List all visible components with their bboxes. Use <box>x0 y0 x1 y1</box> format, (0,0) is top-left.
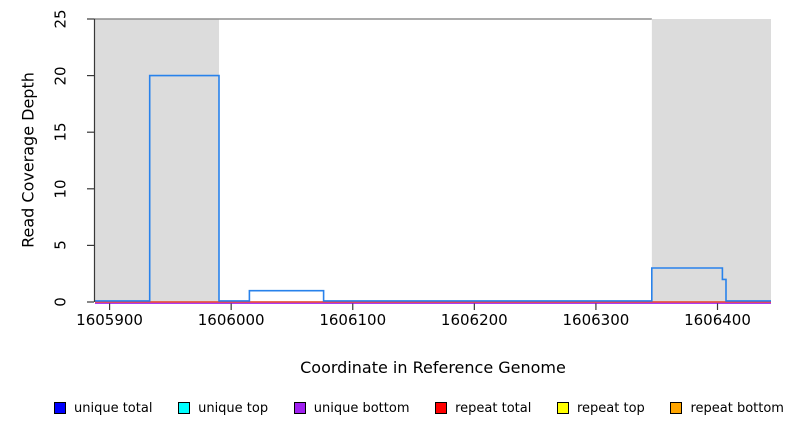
x-tick-label: 1606000 <box>197 311 265 329</box>
legend-item-repeat-total: repeat total <box>435 402 531 415</box>
legend-item-unique-top: unique top <box>178 402 268 415</box>
legend-label: repeat bottom <box>690 400 784 416</box>
x-tick-label: 1606200 <box>440 311 508 329</box>
legend-swatch-icon <box>178 402 191 414</box>
legend-swatch-icon <box>54 402 66 414</box>
legend-item-repeat-top: repeat top <box>557 402 645 415</box>
legend-swatch-icon <box>670 402 683 414</box>
x-tick-label: 1606400 <box>684 311 751 329</box>
legend-swatch-icon <box>435 402 448 414</box>
legend-label: unique top <box>198 400 269 416</box>
repeat-region-shade-left <box>95 19 220 302</box>
legend-swatch-icon <box>557 402 569 414</box>
legend-label: unique bottom <box>313 400 410 416</box>
unique-total-step-line <box>95 74 771 302</box>
x-axis-title: Coordinate in Reference Genome <box>300 358 566 377</box>
y-tick-label: 10 <box>51 179 70 199</box>
legend-item-unique-bottom: unique bottom <box>293 400 410 416</box>
x-tick-label: 1605900 <box>76 311 143 329</box>
legend-item-repeat-bottom: repeat bottom <box>670 402 784 415</box>
repeat-region-shade-right <box>651 19 771 302</box>
y-tick-label: 20 <box>51 66 70 86</box>
y-tick-label: 0 <box>51 297 70 307</box>
y-tick-label: 15 <box>51 122 70 142</box>
x-tick-label: 1606100 <box>319 311 387 329</box>
legend-label: repeat total <box>455 400 532 416</box>
x-tick-label: 1606300 <box>562 311 630 329</box>
legend-label: repeat top <box>577 400 645 416</box>
y-tick-label: 5 <box>51 240 70 251</box>
y-axis-title: Read Coverage Depth <box>18 72 38 248</box>
y-tick-label: 25 <box>51 9 70 29</box>
legend-label: unique total <box>74 400 153 416</box>
legend-swatch-icon <box>293 402 306 414</box>
legend-item-unique-total: unique total <box>54 402 152 415</box>
legend: unique total unique top unique bottom repea… <box>54 398 784 418</box>
